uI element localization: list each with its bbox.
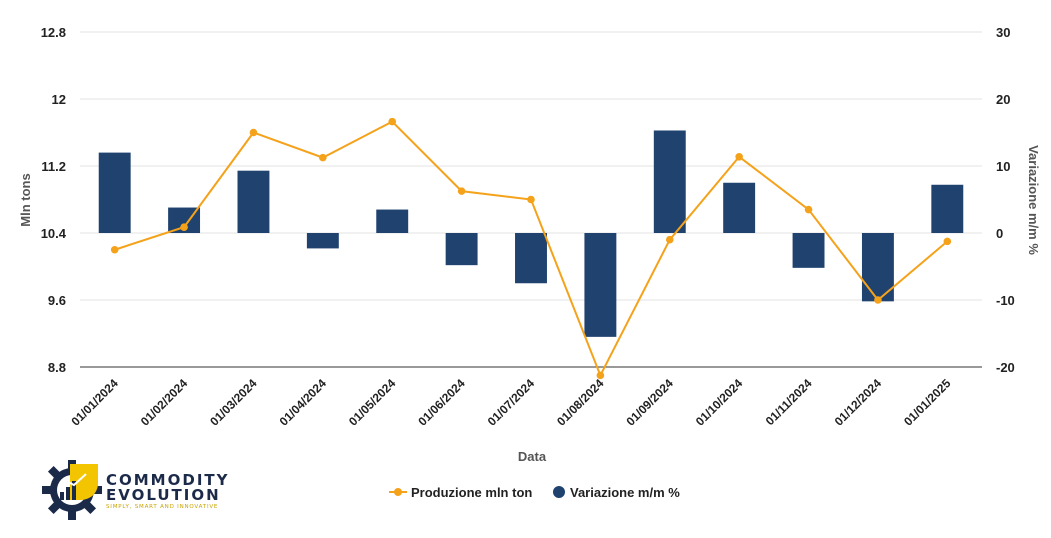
line-series: [110, 117, 952, 380]
y-tick-label: 8.8: [48, 360, 66, 375]
x-tick-label: 01/08/2024: [554, 376, 607, 429]
bar-01/09/2024[interactable]: [653, 130, 686, 233]
line-point-01/01/2025[interactable]: [943, 237, 952, 246]
x-tick-label: 01/04/2024: [277, 376, 330, 429]
x-tick-label: 01/06/2024: [415, 376, 468, 429]
x-tick-label: 01/10/2024: [693, 376, 746, 429]
bar-01/06/2024[interactable]: [445, 233, 478, 266]
left-axis-ticks: 12.8 12 11.2 10.4 9.6 8.8: [41, 25, 67, 375]
line-point-01/06/2024[interactable]: [457, 187, 466, 195]
y2-tick-label: -20: [996, 360, 1015, 375]
line-point-01/12/2024[interactable]: [874, 296, 882, 304]
y-tick-label: 11.2: [41, 159, 66, 174]
x-axis-title: Data: [518, 449, 547, 464]
line-point-01/03/2024[interactable]: [249, 128, 258, 137]
line-point-01/01/2024[interactable]: [110, 245, 119, 254]
x-tick-label: 01/05/2024: [346, 376, 399, 429]
legend-line-marker: [394, 488, 402, 496]
bar-01/07/2024[interactable]: [515, 233, 547, 284]
line-point-01/08/2024[interactable]: [596, 371, 605, 380]
line-point-01/04/2024[interactable]: [319, 153, 327, 162]
legend-item-bar[interactable]: Variazione m/m %: [553, 485, 680, 500]
x-tick-label: 01/01/2025: [901, 376, 954, 429]
x-tick-label: 01/07/2024: [485, 376, 538, 429]
bar-01/04/2024[interactable]: [306, 233, 339, 249]
x-tick-label: 01/01/2024: [68, 376, 121, 429]
x-tick-label: 01/09/2024: [624, 376, 677, 429]
line-point-01/05/2024[interactable]: [388, 117, 397, 126]
line-point-01/02/2024[interactable]: [180, 223, 188, 231]
y2-axis-title: Variazione m/m %: [1026, 145, 1041, 255]
bar-01/05/2024[interactable]: [376, 209, 409, 233]
bar-01/08/2024[interactable]: [584, 233, 617, 337]
legend-bar-marker: [553, 486, 565, 498]
y2-tick-label: 0: [996, 226, 1003, 241]
gear-icon: [42, 460, 102, 520]
legend-item-line[interactable]: Produzione mln ton: [389, 485, 532, 500]
x-tick-label: 01/12/2024: [832, 376, 885, 429]
bar-01/01/2025[interactable]: [931, 184, 964, 233]
bar-01/10/2024[interactable]: [723, 182, 756, 233]
line-point-01/09/2024[interactable]: [665, 235, 674, 244]
y2-tick-label: 10: [996, 159, 1010, 174]
x-axis-ticks: 01/01/2024 01/02/2024 01/03/2024 01/04/2024…: [68, 376, 953, 429]
legend-label-produzione: Produzione mln ton: [411, 485, 532, 500]
x-tick-label: 01/02/2024: [138, 376, 191, 429]
x-tick-label: 01/11/2024: [763, 376, 815, 428]
grid-lines: [80, 31, 982, 368]
brand-logo: COMMODITY EVOLUTION SIMPLY, SMART AND IN…: [42, 460, 230, 520]
line-point-01/10/2024[interactable]: [735, 152, 743, 161]
bar-01/01/2024[interactable]: [98, 152, 131, 233]
line-point-01/07/2024[interactable]: [527, 195, 535, 204]
y-tick-label: 10.4: [41, 226, 67, 241]
right-axis-ticks: 30 20 10 0 -10 -20: [996, 25, 1015, 375]
logo-line1: COMMODITY: [106, 471, 230, 489]
y2-tick-label: -10: [996, 293, 1015, 308]
bar-01/11/2024[interactable]: [792, 233, 825, 268]
y-tick-label: 12.8: [41, 25, 66, 40]
x-tick-label: 01/03/2024: [207, 376, 260, 429]
bar-series: [98, 130, 964, 337]
bar-01/03/2024[interactable]: [237, 170, 270, 233]
y-tick-label: 9.6: [48, 293, 66, 308]
y-axis-title: Mln tons: [18, 173, 33, 226]
y2-tick-label: 30: [996, 25, 1010, 40]
legend: Produzione mln ton Variazione m/m %: [389, 485, 680, 500]
line-point-01/11/2024[interactable]: [804, 205, 813, 214]
y-tick-label: 12: [52, 92, 66, 107]
logo-tagline: SIMPLY, SMART AND INNOVATIVE: [106, 504, 218, 510]
y2-tick-label: 20: [996, 92, 1010, 107]
legend-label-variazione: Variazione m/m %: [570, 485, 680, 500]
logo-line2: EVOLUTION: [106, 486, 221, 504]
